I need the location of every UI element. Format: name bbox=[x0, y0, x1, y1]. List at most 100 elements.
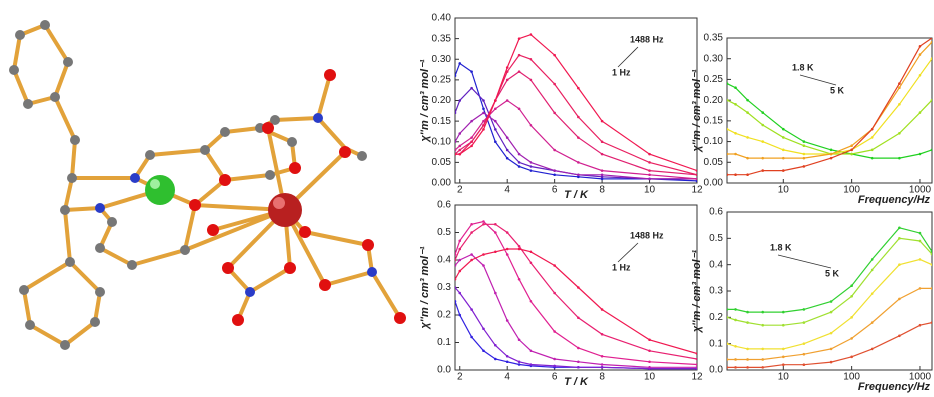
y-tick-label: 0.20 bbox=[432, 95, 452, 106]
data-point bbox=[553, 173, 556, 176]
data-point bbox=[746, 157, 749, 160]
x-tick-label: 12 bbox=[691, 372, 703, 383]
data-point bbox=[470, 140, 473, 143]
data-point bbox=[482, 223, 485, 226]
data-point bbox=[601, 153, 604, 156]
data-point bbox=[494, 358, 497, 361]
data-point bbox=[553, 149, 556, 152]
annotation: 5 K bbox=[825, 268, 840, 278]
data-point bbox=[871, 157, 874, 160]
data-point bbox=[482, 220, 485, 223]
x-axis-label: T / K bbox=[564, 376, 589, 388]
y-tick-label: 0.1 bbox=[437, 337, 451, 348]
data-point bbox=[696, 358, 699, 361]
x-tick-label: 6 bbox=[552, 185, 558, 196]
data-point bbox=[898, 263, 901, 266]
data-point bbox=[931, 253, 934, 256]
data-point bbox=[734, 358, 737, 361]
x-tick-label: 10 bbox=[778, 185, 790, 196]
data-point bbox=[782, 311, 785, 314]
y-tick-label: 0.6 bbox=[437, 200, 451, 211]
data-point bbox=[454, 74, 457, 77]
data-point bbox=[553, 169, 556, 172]
data-point bbox=[931, 57, 934, 60]
data-point bbox=[454, 264, 457, 267]
data-point bbox=[454, 278, 457, 281]
series-line bbox=[455, 249, 697, 354]
data-point bbox=[458, 259, 461, 262]
data-point bbox=[648, 366, 651, 369]
data-point bbox=[470, 145, 473, 148]
data-point bbox=[458, 314, 461, 317]
x-tick-label: 2 bbox=[457, 185, 463, 196]
x-tick-label: 6 bbox=[552, 372, 558, 383]
data-point bbox=[803, 140, 806, 143]
data-point bbox=[919, 74, 922, 77]
data-point bbox=[761, 311, 764, 314]
data-point bbox=[458, 153, 461, 156]
x-tick-label: 10 bbox=[644, 185, 656, 196]
data-point bbox=[726, 358, 729, 361]
data-point bbox=[761, 140, 764, 143]
data-point bbox=[458, 62, 461, 65]
data-point bbox=[454, 140, 457, 143]
data-point bbox=[761, 366, 764, 369]
series-line bbox=[455, 72, 697, 175]
data-point bbox=[530, 79, 533, 82]
annotation-arrow bbox=[778, 255, 831, 268]
data-point bbox=[931, 149, 934, 152]
data-point bbox=[458, 145, 461, 148]
data-point bbox=[871, 348, 874, 351]
y-axis-label: χ''m / cm³ mol⁻¹ bbox=[691, 69, 703, 153]
annotation: 1.8 K bbox=[792, 62, 814, 72]
data-point bbox=[726, 316, 729, 319]
data-point bbox=[919, 232, 922, 235]
annotation: 5 K bbox=[830, 85, 845, 95]
data-point bbox=[761, 169, 764, 172]
data-point bbox=[454, 259, 457, 262]
data-point bbox=[850, 144, 853, 147]
data-point bbox=[577, 366, 580, 369]
data-point bbox=[601, 355, 604, 358]
data-point bbox=[530, 165, 533, 168]
data-point bbox=[648, 173, 651, 176]
data-point bbox=[494, 140, 497, 143]
data-point bbox=[470, 308, 473, 311]
data-point bbox=[746, 99, 749, 102]
data-point bbox=[530, 33, 533, 36]
data-point bbox=[482, 99, 485, 102]
data-point bbox=[746, 348, 749, 351]
data-point bbox=[782, 363, 785, 366]
data-point bbox=[530, 363, 533, 366]
data-point bbox=[518, 70, 521, 73]
data-point bbox=[518, 153, 521, 156]
data-point bbox=[454, 300, 457, 303]
data-point bbox=[898, 103, 901, 106]
data-point bbox=[931, 287, 934, 290]
data-point bbox=[803, 153, 806, 156]
data-point bbox=[648, 349, 651, 352]
data-point bbox=[482, 264, 485, 267]
data-point bbox=[482, 107, 485, 110]
data-point bbox=[601, 366, 604, 369]
data-point bbox=[470, 259, 473, 262]
data-point bbox=[470, 120, 473, 123]
data-point bbox=[530, 250, 533, 253]
y-tick-label: 0.5 bbox=[437, 227, 451, 238]
annotation-arrow bbox=[618, 47, 638, 67]
data-point bbox=[518, 161, 521, 164]
data-point bbox=[726, 82, 729, 85]
x-axis-label: Frequency/Hz bbox=[858, 194, 931, 206]
data-point bbox=[726, 99, 729, 102]
data-point bbox=[850, 153, 853, 156]
x-axis-label: T / K bbox=[564, 189, 589, 201]
y-tick-label: 0.35 bbox=[432, 33, 452, 44]
x-tick-label: 10 bbox=[778, 372, 790, 383]
data-point bbox=[577, 87, 580, 90]
data-point bbox=[518, 165, 521, 168]
data-point bbox=[830, 149, 833, 152]
data-point bbox=[898, 298, 901, 301]
y-tick-label: 0.30 bbox=[704, 53, 724, 64]
data-point bbox=[553, 358, 556, 361]
data-point bbox=[871, 128, 874, 131]
